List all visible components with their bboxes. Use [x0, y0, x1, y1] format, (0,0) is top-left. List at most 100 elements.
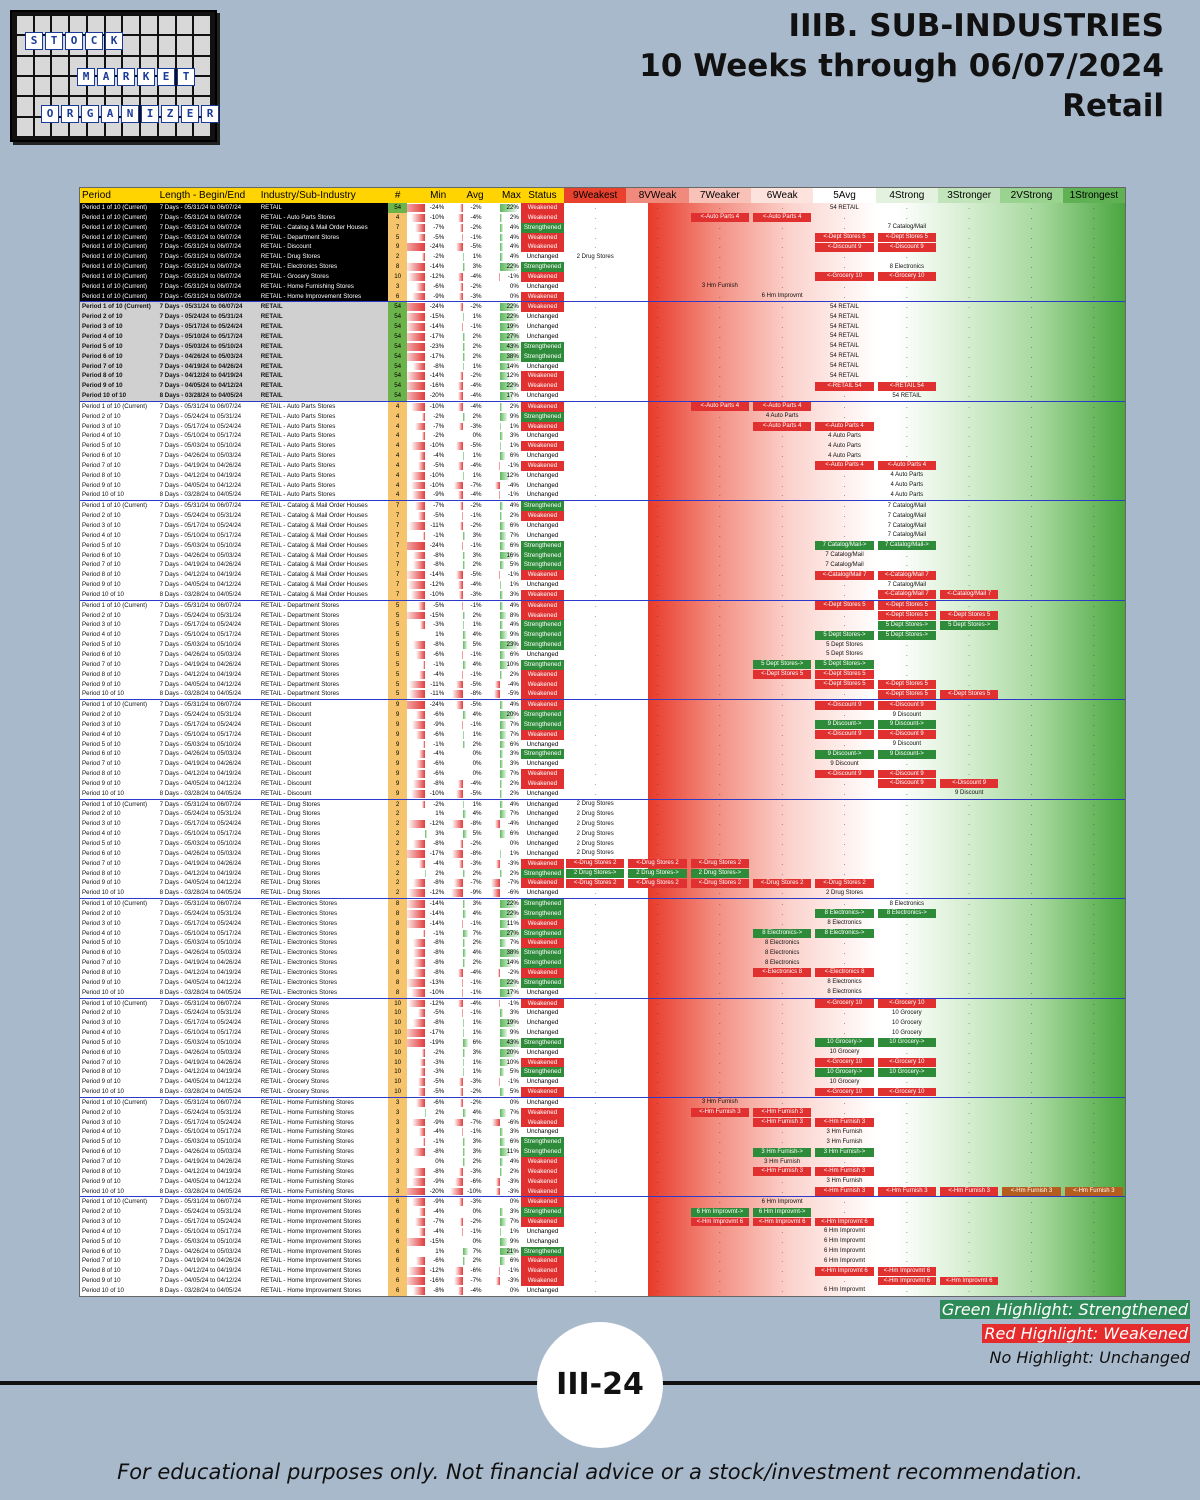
max-cell: 5% [483, 1067, 521, 1078]
max-cell: 19% [483, 1018, 521, 1029]
min-cell: -13% [406, 977, 447, 988]
min-cell-value: -3% [433, 1058, 445, 1066]
avg-cell: 2% [446, 411, 484, 422]
zone-cell-1: . [1063, 1147, 1125, 1157]
zone-cell-5: . [813, 252, 875, 262]
zone-dot: . [1030, 1218, 1033, 1226]
max-cell-value: 4% [509, 601, 519, 609]
max-cell: 7% [483, 530, 521, 541]
zone-cell-8: . [626, 650, 688, 660]
min-cell: -2% [406, 431, 447, 442]
period-cell: Period 3 of 10 [80, 819, 158, 830]
zone-cell-6: <-Auto Parts 4 [751, 422, 813, 432]
zone-dot: . [968, 909, 971, 917]
min-cell-value: -10% [429, 481, 445, 489]
zone-cell-6: . [751, 1286, 813, 1296]
zone-dot: . [1030, 770, 1033, 778]
table-row: Period 6 of 10 7 Days - 04/26/24 to 05/03… [80, 351, 1125, 362]
zone-cell-7: . [689, 1038, 751, 1048]
min-cell-value: -7% [433, 422, 445, 430]
table-row: Period 2 of 10 7 Days - 05/24/24 to 05/31… [80, 1008, 1125, 1019]
zone-cell-5: 8 Electronics [813, 988, 875, 998]
zone-dot: . [781, 701, 784, 709]
zone-cell-5: . [813, 689, 875, 699]
zone-cell-4: 7 Catalog/Mail [876, 521, 938, 531]
zone-cell-5: . [813, 829, 875, 839]
avg-cell-value: 2% [472, 412, 482, 420]
zone-dot: . [905, 1247, 908, 1255]
zone-cell-1: . [1063, 789, 1125, 799]
table-row: Period 1 of 10 (Current) 7 Days - 05/31/2… [80, 600, 1125, 611]
zone-cell-3: . [938, 422, 1000, 432]
max-cell: 0% [483, 281, 521, 292]
zone-tag: <-Auto Parts 4 [690, 213, 750, 223]
zone-tag: 7 Catalog/Mail [887, 532, 927, 539]
length-cell: 7 Days - 05/17/24 to 05/24/24 [157, 421, 259, 432]
industry-cell: RETAIL - Drug Stores [258, 878, 389, 889]
zone-cell-6: . [751, 700, 813, 710]
min-cell-bar [423, 929, 425, 938]
zone-dot: . [656, 750, 659, 758]
min-cell: -9% [406, 1117, 447, 1128]
zone-cell-5: 54 RETAIL [813, 322, 875, 332]
zone-cell-4: <-Hm Furnish 3 [876, 1187, 938, 1197]
min-cell: -4% [406, 1207, 447, 1218]
zone-dot: . [781, 432, 784, 440]
max-cell-value: 19% [506, 1019, 519, 1027]
zone-tag: <-Grocery 10 [815, 1087, 874, 1097]
avg-cell-bar [452, 690, 464, 699]
zone-tag: 8 Electronics [765, 939, 800, 946]
logo-tile [34, 77, 51, 96]
zone-dot: . [781, 840, 784, 847]
zone-dot: . [1030, 959, 1033, 967]
zone-dot: . [1092, 919, 1095, 927]
avg-cell-bar [457, 968, 464, 977]
zone-dot: . [718, 522, 721, 529]
min-cell-bar [411, 1198, 425, 1207]
zone-dot: . [781, 551, 784, 559]
zone-cell-3: . [938, 451, 1000, 461]
zone-dot: . [968, 432, 971, 440]
zone-dot: . [843, 949, 846, 957]
zone-tag: <-Discount 9 [815, 700, 874, 710]
table-row: Period 9 of 10 7 Days - 04/05/24 to 04/12… [80, 381, 1125, 392]
zone-dot: . [656, 392, 659, 400]
zone-cell-2: . [1000, 1028, 1062, 1038]
max-cell-value: 3% [509, 1128, 519, 1136]
zone-dot: . [968, 1138, 971, 1146]
avg-cell: -4% [446, 381, 484, 392]
avg-cell-bar [460, 223, 464, 232]
max-cell: 4% [483, 222, 521, 233]
zone-cell-8: . [626, 670, 688, 680]
zone-cell-6: . [751, 242, 813, 252]
avg-cell-bar [460, 522, 464, 530]
zone-cell-9: . [564, 1207, 626, 1217]
zone-cell-5: <-Discount 9 [813, 700, 875, 710]
min-cell-value: -8% [433, 1019, 445, 1027]
zone-cell-3: . [938, 511, 1000, 521]
max-cell-bar [500, 1237, 508, 1246]
zone-cell-8: . [626, 938, 688, 948]
zone-cell-3: . [938, 1137, 1000, 1147]
zone-tag: 5 Dept Stores-> [815, 630, 874, 640]
max-cell: 6% [483, 521, 521, 531]
min-cell-value: -14% [429, 571, 445, 579]
zone-cell-5: 4 Auto Parts [813, 431, 875, 441]
zone-dot: . [968, 1029, 971, 1037]
zone-dot: . [781, 631, 784, 639]
zone-cell-8: . [626, 1018, 688, 1028]
zone-dot: . [1030, 452, 1033, 460]
zone-cell-9: . [564, 1008, 626, 1018]
period-cell: Period 3 of 10 [80, 918, 158, 929]
max-cell-bar [500, 551, 513, 560]
min-cell-bar [410, 988, 425, 997]
zone-cell-2: . [1000, 262, 1062, 272]
max-cell-value: 14% [506, 959, 519, 967]
zone-dot: . [718, 1088, 721, 1096]
zone-cell-9: <-Drug Stores 2 [564, 878, 626, 888]
zone-cell-5: 54 RETAIL [813, 371, 875, 381]
zone-cell-1: . [1063, 730, 1125, 740]
max-cell: -3% [483, 1186, 521, 1197]
zone-cell-9: . [564, 958, 626, 968]
zone-dot: . [1092, 204, 1095, 211]
